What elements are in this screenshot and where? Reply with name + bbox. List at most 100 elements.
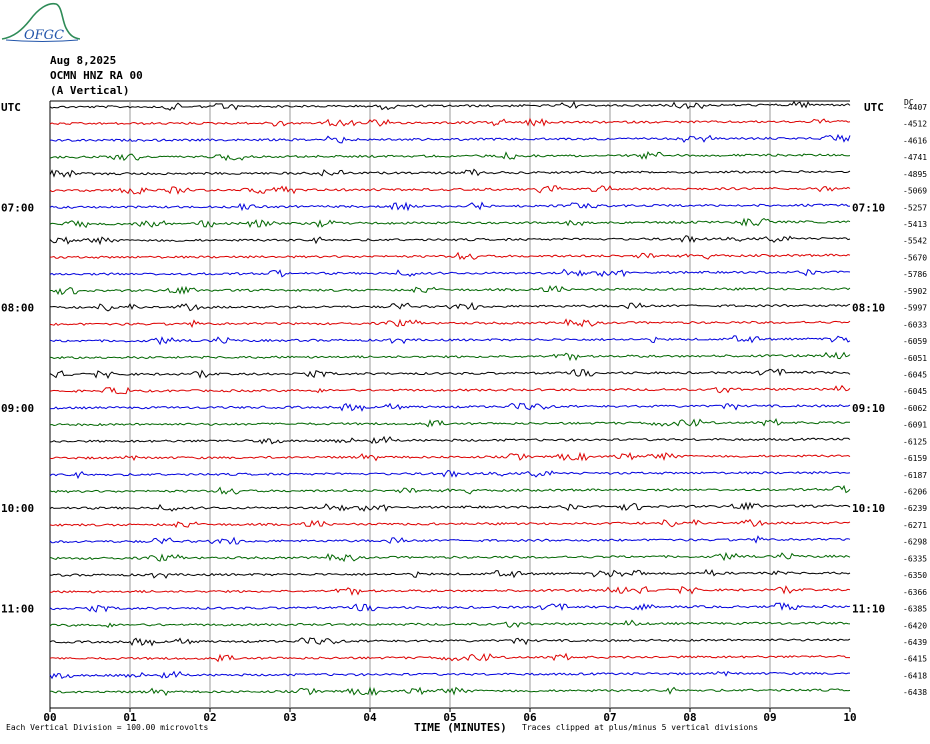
trace-offset-label: -6239 [903,504,927,513]
trace-line [49,351,851,362]
x-tick-label: 07 [603,711,616,724]
trace-line [49,518,851,528]
trace-offset-label: -6045 [903,370,927,379]
x-tick-label: 00 [43,711,56,724]
trace-offset-label: -6385 [903,605,927,614]
trace-offset-label: -5902 [903,287,927,296]
right-time-label: 11:10 [852,603,885,616]
trace-offset-label: -5413 [903,220,927,229]
trace-offset-label: -6125 [903,437,927,446]
trace-offset-label: -4895 [903,170,927,179]
left-time-label: 10:00 [1,502,34,515]
trace-line [49,469,851,480]
x-tick-label: 02 [203,711,216,724]
trace-line [49,100,851,111]
dc-label: DC [904,98,914,107]
trace-line [50,686,851,697]
trace-line [49,670,850,680]
trace-offset-label: -6418 [903,671,927,680]
ofgc-logo: OFGC [1,2,80,43]
trace-offset-label: -4741 [903,153,927,162]
trace-line [49,168,851,179]
trace-line [49,484,851,495]
trace-offset-label: -6187 [903,471,927,480]
trace-offset-label: -5997 [903,304,927,313]
division-note: Each Vertical Division = 100.00 microvol… [6,723,209,732]
trace-line [49,368,851,379]
trace-offset-label: -6350 [903,571,927,580]
right-time-label: 07:10 [852,201,885,214]
trace-offset-label: -6366 [903,588,927,597]
trace-line [49,417,850,428]
trace-line [50,133,851,144]
trace-offset-label: -6420 [903,621,927,630]
trace-line [49,335,851,346]
trace-offset-label: -5069 [903,187,927,196]
x-tick-label: 06 [523,711,537,724]
trace-offset-label: -5542 [903,237,927,246]
left-time-label: 08:00 [1,302,34,315]
trace-line [49,435,851,445]
x-tick-label: 05 [443,711,456,724]
trace-line [49,451,851,462]
trace-offset-label: -6059 [903,337,927,346]
x-tick-label: 03 [283,711,296,724]
trace-offset-label: -5257 [903,203,927,212]
trace-line [49,235,851,246]
x-tick-label: 09 [763,711,776,724]
trace-offset-label: -6271 [903,521,927,530]
trace-line [50,585,851,596]
trace-line [49,551,851,563]
trace-line [49,217,851,229]
left-time-label: 07:00 [1,201,34,214]
trace-line [49,402,851,412]
left-time-label: 09:00 [1,402,34,415]
trace-offset-label: -6159 [903,454,927,463]
trace-offset-label: -4616 [903,136,927,145]
trace-line [49,185,851,195]
date-label: Aug 8,2025 [50,54,117,67]
x-axis-title: TIME (MINUTES) [414,721,507,734]
trace-line [49,568,851,579]
trace-offset-label: -6091 [903,421,927,430]
trace-line [49,501,851,512]
trace-offset-label: -6033 [903,320,927,329]
x-tick-label: 08 [683,711,696,724]
trace-offset-label: -6439 [903,638,927,647]
trace-line [50,284,851,296]
trace-line [49,535,851,545]
right-time-label: 08:10 [852,302,885,315]
component-label: (A Vertical) [50,84,130,97]
trace-line [49,619,851,628]
station-label: OCMN HNZ RA 00 [50,69,143,82]
trace-offset-label: -6045 [903,387,927,396]
trace-line [50,301,851,312]
right-time-label: 09:10 [852,402,885,415]
trace-line [49,652,850,663]
clip-note: Traces clipped at plus/minus 5 vertical … [522,723,759,732]
logo-text: OFGC [24,28,64,43]
trace-offset-label: -6206 [903,488,927,497]
x-tick-label: 01 [123,711,137,724]
trace-line [49,251,851,260]
trace-line [49,268,851,278]
trace-line [49,117,851,127]
trace-offset-label: -6438 [903,688,927,697]
trace-offset-label: -6051 [903,354,927,363]
trace-line [49,201,851,212]
trace-offset-label: -4407 [903,103,927,112]
trace-line [49,318,851,328]
trace-offset-label: -6298 [903,538,927,547]
right-utc-label: UTC [864,101,884,114]
trace-offset-label: -6062 [903,404,927,413]
right-time-label: 10:10 [852,502,885,515]
left-time-label: 11:00 [1,603,34,616]
trace-offset-label: -5786 [903,270,927,279]
left-time-label: UTC [1,101,21,114]
trace-line [49,602,851,613]
x-tick-label: 04 [363,711,377,724]
trace-line [49,637,851,647]
trace-line [49,150,851,162]
trace-line [49,384,851,395]
